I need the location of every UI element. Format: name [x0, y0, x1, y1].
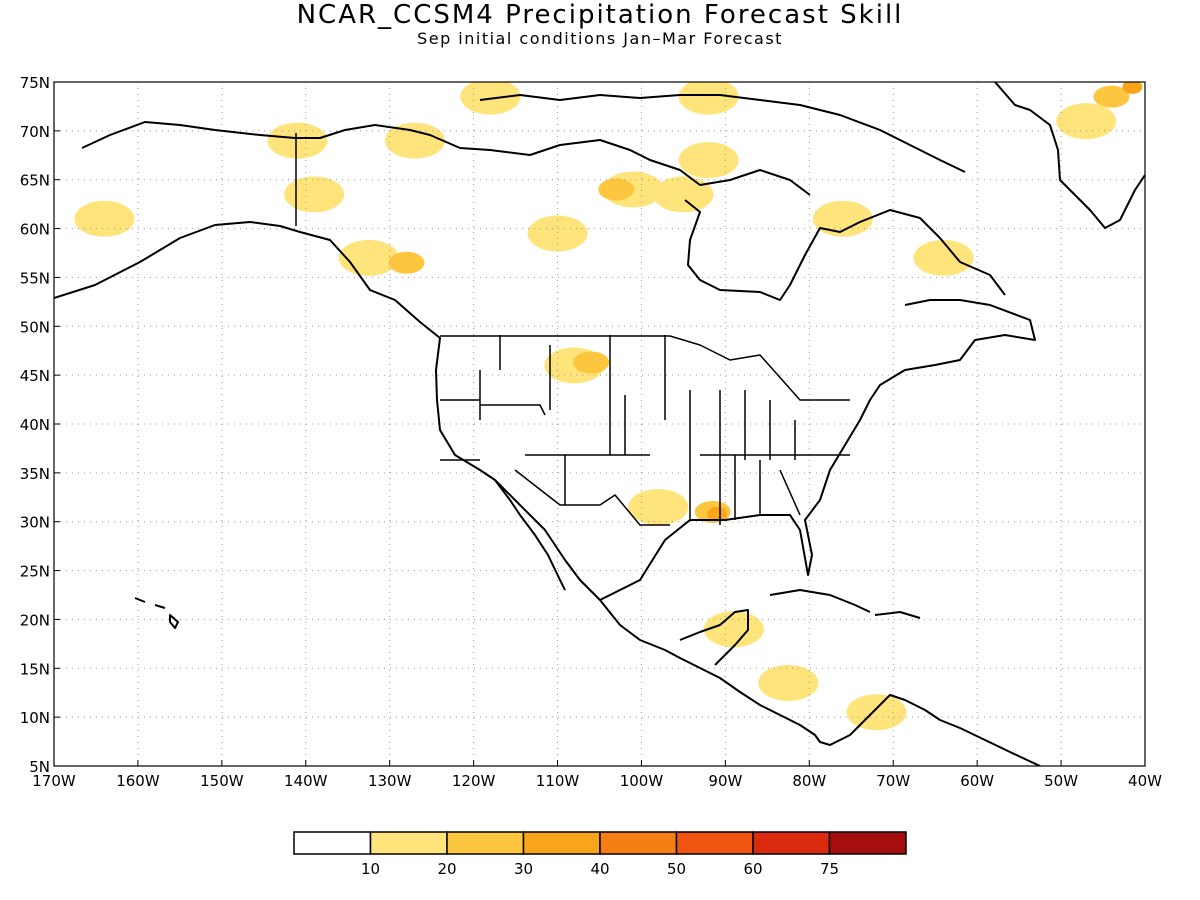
skill-region — [74, 200, 135, 237]
map-title: NCAR_CCSM4 Precipitation Forecast Skill — [296, 0, 904, 30]
x-tick-label: 40W — [1128, 772, 1162, 790]
x-tick-label: 60W — [960, 772, 994, 790]
colorbar-swatch — [828, 831, 907, 855]
y-tick-label: 25N — [20, 563, 50, 581]
hawaii — [134, 597, 179, 629]
x-tick-label: 160W — [116, 772, 160, 790]
skill-region — [913, 239, 974, 276]
map-frame — [53, 81, 1146, 767]
skill-region — [812, 200, 873, 237]
x-tick-label: 100W — [620, 772, 664, 790]
y-tick-label: 45N — [20, 367, 50, 385]
skill-region — [653, 176, 714, 213]
skill-region — [628, 489, 689, 526]
skill-region — [384, 122, 445, 159]
x-tick-label: 120W — [452, 772, 496, 790]
y-tick-label: 20N — [20, 611, 50, 629]
skill-region — [1093, 85, 1130, 108]
y-tick-label: 40N — [20, 416, 50, 434]
skill-region — [573, 351, 610, 374]
arctic-coast — [81, 121, 811, 196]
x-tick-label: 90W — [708, 772, 742, 790]
colorbar-label: 75 — [820, 860, 839, 878]
colorbar-label: 20 — [437, 860, 456, 878]
map-subtitle: Sep initial conditions Jan–Mar Forecast — [417, 29, 783, 48]
x-tick-label: 50W — [1044, 772, 1078, 790]
y-tick-label: 65N — [20, 172, 50, 190]
skill-region — [706, 506, 727, 521]
skill-region — [758, 664, 819, 701]
y-tick-label: 10N — [20, 709, 50, 727]
skill-region — [703, 611, 764, 648]
y-tick-label: 75N — [20, 74, 50, 92]
skill-region — [678, 82, 739, 115]
latitude-tick-labels: 5N 10N 15N 20N 25N 30N 35N 40N 45N 50N 55N 60N 65N 70… — [20, 74, 50, 776]
skill-region — [267, 122, 328, 159]
x-tick-label: 80W — [792, 772, 826, 790]
arctic-islands — [479, 94, 966, 173]
x-tick-label: 110W — [536, 772, 580, 790]
skill-region — [598, 178, 635, 201]
skill-region — [678, 142, 739, 179]
skill-region — [338, 239, 399, 276]
baja-peninsula — [494, 479, 566, 591]
skill-region — [1056, 103, 1117, 140]
political-borders — [295, 133, 850, 526]
y-tick-label: 55N — [20, 269, 50, 287]
colorbar-label: 60 — [743, 860, 762, 878]
colorbar-swatch — [599, 831, 678, 855]
longitude-tick-labels: 170W 160W 150W 140W 130W 120W 110W 100W 90W 80W 70… — [32, 772, 1162, 790]
yucatan-coast — [679, 609, 749, 666]
y-tick-label: 5N — [29, 758, 50, 776]
hispaniola — [874, 611, 921, 619]
skill-region — [527, 215, 588, 252]
y-tick-label: 50N — [20, 318, 50, 336]
y-tick-label: 30N — [20, 514, 50, 532]
colorbar: 10 20 30 40 50 60 75 — [293, 831, 907, 878]
north-america-coastline — [54, 221, 1041, 766]
greenland-coast — [994, 82, 1145, 229]
lat-lon-grid — [53, 81, 1146, 767]
colorbar-swatch — [752, 831, 831, 855]
x-tick-label: 130W — [368, 772, 412, 790]
x-tick-label: 140W — [284, 772, 328, 790]
skill-region — [846, 694, 907, 731]
colorbar-swatch — [369, 831, 448, 855]
gulf-coast — [599, 299, 1036, 601]
y-tick-label: 60N — [20, 221, 50, 239]
colorbar-label: 30 — [514, 860, 533, 878]
colorbar-swatch — [293, 831, 372, 855]
skill-region — [1122, 82, 1143, 94]
colorbar-swatch — [522, 831, 601, 855]
coastlines-and-borders — [54, 82, 1145, 766]
colorbar-label: 10 — [361, 860, 380, 878]
colorbar-label: 50 — [667, 860, 686, 878]
x-tick-label: 150W — [200, 772, 244, 790]
skill-region — [388, 251, 425, 274]
skill-shading-layer — [74, 82, 1143, 731]
colorbar-swatch — [675, 831, 754, 855]
cuba — [769, 589, 871, 613]
y-tick-label: 15N — [20, 660, 50, 678]
y-tick-label: 70N — [20, 123, 50, 141]
x-tick-label: 70W — [876, 772, 910, 790]
colorbar-label: 40 — [590, 860, 609, 878]
colorbar-swatch — [446, 831, 525, 855]
y-tick-label: 35N — [20, 465, 50, 483]
skill-region — [284, 176, 345, 213]
x-tick-label: 170W — [32, 772, 76, 790]
hudson-bay — [684, 199, 1006, 301]
